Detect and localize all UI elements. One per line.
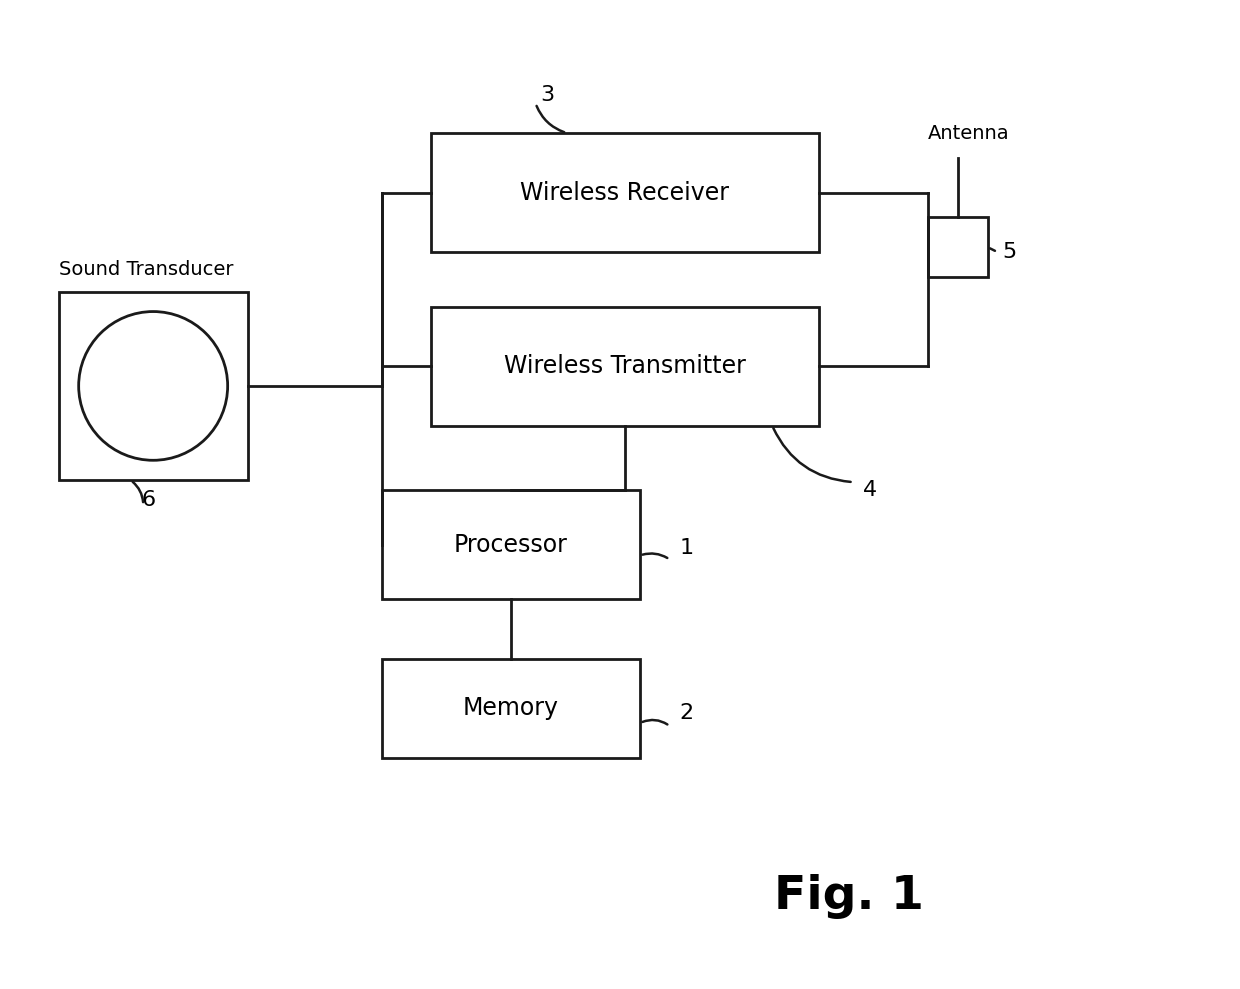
Bar (928, 218, 987, 277)
Bar (432, 307, 818, 425)
Text: Wireless Transmitter: Wireless Transmitter (503, 354, 746, 378)
Text: Processor: Processor (454, 532, 568, 557)
Text: 5: 5 (1002, 242, 1017, 262)
Text: 2: 2 (680, 703, 693, 723)
Bar (432, 134, 818, 252)
Bar (58, 292, 248, 480)
Text: Sound Transducer: Sound Transducer (58, 260, 233, 280)
Text: Memory: Memory (463, 696, 559, 720)
Text: 4: 4 (863, 480, 878, 500)
Text: Fig. 1: Fig. 1 (774, 874, 924, 919)
Text: 3: 3 (541, 85, 554, 106)
Text: Antenna: Antenna (928, 124, 1009, 142)
Bar (382, 490, 640, 599)
Text: 1: 1 (680, 538, 693, 558)
Text: Wireless Receiver: Wireless Receiver (521, 181, 729, 205)
Bar (382, 659, 640, 758)
Text: 6: 6 (141, 490, 155, 510)
